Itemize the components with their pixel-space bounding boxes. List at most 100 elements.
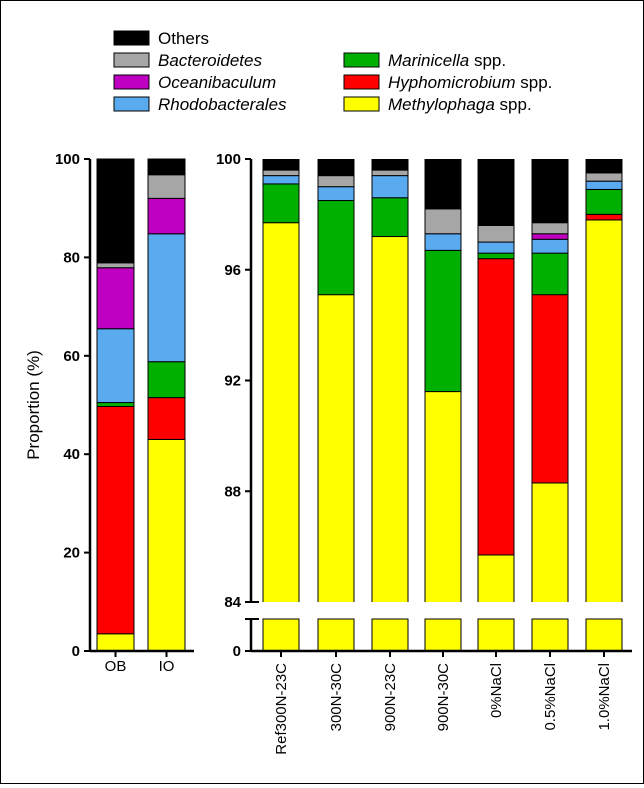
bar-segment-0-5-nacl-others: [531, 159, 569, 224]
legend-label-italic: Oceanibaculum: [158, 73, 276, 92]
bar-segment-1-0-nacl-rhodobacterales: [585, 180, 623, 190]
legend-label-suffix: spp.: [495, 95, 532, 114]
legend-swatch-oceanibaculum: [113, 74, 150, 90]
bar-segment-1-0-nacl-hyphomicrobium-spp: [585, 213, 623, 221]
bar-segment-lower-900n-23c-methylophaga-spp: [371, 618, 409, 652]
axis-break-gap: [241, 603, 636, 618]
bar-segment-ref300n-23c-rhodobacterales: [262, 175, 300, 185]
x-tick-label-0-nacl: 0%NaCl: [488, 663, 505, 718]
legend-label-italic: Marinicella: [388, 51, 469, 70]
bar-segment-1-0-nacl-others: [585, 159, 623, 174]
bar-segment-io-rhodobacterales: [147, 233, 186, 363]
y-axis-title: Proportion (%): [24, 350, 43, 460]
bar-segment-900n-30c-others: [424, 159, 462, 210]
bar-segment-900n-30c-rhodobacterales: [424, 233, 462, 251]
legend: Others Bacteroidetes Oceanibaculum Rhodobac…: [113, 29, 552, 114]
bar-segment-ob-hyphomicrobium-spp: [96, 405, 135, 635]
legend-label-suffix: spp.: [469, 51, 506, 70]
legend-swatch-rhodobacterales: [113, 96, 150, 112]
legend-label-bacteroidetes: Bacteroidetes: [158, 51, 262, 70]
bar-segment-0-nacl-others: [477, 159, 515, 226]
panel-right: 84 88 92 96 100 0 Ref300N-23C 300N-30C 900N-23C 9…: [216, 151, 636, 755]
bar-segment-io-hyphomicrobium-spp: [147, 397, 186, 440]
bar-segment-io-others: [147, 158, 186, 176]
bar-segment-io-methylophaga-spp: [147, 438, 186, 652]
legend-label-italic: Bacteroidetes: [158, 51, 262, 70]
bar-segment-300n-30c-others: [317, 159, 355, 177]
y-tick-label-88: 88: [224, 483, 241, 500]
bar-segment-io-marinicella-spp: [147, 361, 186, 399]
y-tick-label-60: 60: [63, 348, 80, 365]
bar-segment-900n-23c-marinicella-spp: [371, 197, 409, 238]
bar-segment-0-nacl-hyphomicrobium-spp: [477, 258, 515, 556]
legend-swatch-others: [113, 30, 150, 46]
legend-label-plain: Others: [158, 29, 209, 48]
bar-segment-300n-30c-bacteroidetes: [317, 175, 355, 188]
bar-segment-0-5-nacl-methylophaga-spp: [531, 482, 569, 602]
y-tick-label-0: 0: [72, 643, 80, 660]
bars-lower: [262, 618, 623, 652]
legend-label-suffix: spp.: [516, 73, 553, 92]
bar-segment-1-0-nacl-bacteroidetes: [585, 172, 623, 182]
legend-swatch-hyphomicrobium: [343, 74, 380, 90]
legend-label-hyphomicrobium: Hyphomicrobium spp.: [388, 73, 552, 92]
bars-upper: [262, 159, 623, 602]
y-tick-label-96: 96: [224, 262, 241, 279]
y-tick-label-40: 40: [63, 446, 80, 463]
x-tick-label-ref300n-23c: Ref300N-23C: [273, 663, 290, 755]
legend-label-others: Others: [158, 29, 209, 48]
bar-segment-0-nacl-marinicella-spp: [477, 252, 515, 260]
x-tick-label-ob: OB: [105, 658, 127, 675]
bar-segment-ref300n-23c-bacteroidetes: [262, 169, 300, 177]
bar-segment-900n-23c-others: [371, 159, 409, 171]
bar-segment-0-5-nacl-oceanibaculum: [531, 233, 569, 240]
x-tick-label-900n-23c: 900N-23C: [382, 663, 399, 732]
bar-segment-lower-0-5-nacl-methylophaga-spp: [531, 618, 569, 652]
bar-segment-lower-300n-30c-methylophaga-spp: [317, 618, 355, 652]
bar-segment-900n-23c-methylophaga-spp: [371, 236, 409, 602]
bar-segment-0-5-nacl-rhodobacterales: [531, 238, 569, 254]
bar-segment-lower-1-0-nacl-methylophaga-spp: [585, 618, 623, 652]
legend-label-rhodobacterales: Rhodobacterales: [158, 95, 287, 114]
bar-segment-ref300n-23c-methylophaga-spp: [262, 222, 300, 602]
bar-segment-0-5-nacl-marinicella-spp: [531, 252, 569, 296]
legend-label-italic: Rhodobacterales: [158, 95, 287, 114]
y-tick-label-100: 100: [216, 151, 241, 168]
bar-segment-1-0-nacl-marinicella-spp: [585, 188, 623, 215]
bar-segment-0-nacl-rhodobacterales: [477, 241, 515, 254]
bar-segment-0-nacl-methylophaga-spp: [477, 554, 515, 602]
legend-swatch-marinicella: [343, 52, 380, 68]
bar-segment-io-oceanibaculum: [147, 197, 186, 235]
x-tick-label-300n-30c: 300N-30C: [328, 663, 345, 732]
bar-segment-lower-900n-30c-methylophaga-spp: [424, 618, 462, 652]
y-tick-label-100: 100: [55, 151, 80, 168]
bar-segment-ob-others: [96, 158, 135, 264]
bar-segment-300n-30c-marinicella-spp: [317, 200, 355, 296]
bar-segment-1-0-nacl-methylophaga-spp: [585, 219, 623, 602]
x-tick-label-1-0-nacl: 1.0%NaCl: [596, 663, 613, 731]
y-tick-label-84: 84: [224, 594, 241, 611]
bar-segment-lower-0-nacl-methylophaga-spp: [477, 618, 515, 652]
legend-label-italic: Hyphomicrobium: [388, 73, 516, 92]
bar-segment-ob-oceanibaculum: [96, 267, 135, 330]
bar-segment-ob-methylophaga-spp: [96, 633, 135, 652]
bar-segment-900n-30c-bacteroidetes: [424, 208, 462, 235]
x-tick-label-io: IO: [159, 658, 175, 675]
bar-segment-900n-23c-rhodobacterales: [371, 175, 409, 199]
bar-segment-ob-bacteroidetes: [96, 262, 135, 269]
legend-swatch-methylophaga: [343, 96, 380, 112]
y-tick-label-92: 92: [224, 373, 241, 390]
bar-segment-lower-ref300n-23c-methylophaga-spp: [262, 618, 300, 652]
bar-segment-ref300n-23c-others: [262, 159, 300, 171]
bar-segment-ref300n-23c-marinicella-spp: [262, 183, 300, 224]
y-tick-label-0: 0: [233, 643, 241, 660]
bar-segment-ob-marinicella-spp: [96, 402, 135, 407]
bar-segment-300n-30c-rhodobacterales: [317, 186, 355, 202]
bar-segment-ob-rhodobacterales: [96, 328, 135, 404]
legend-label-marinicella: Marinicella spp.: [388, 51, 506, 70]
legend-label-methylophaga: Methylophaga spp.: [388, 95, 532, 114]
legend-label-italic: Methylophaga: [388, 95, 495, 114]
bar-segment-900n-30c-methylophaga-spp: [424, 391, 462, 602]
x-tick-label-0-5-nacl: 0.5%NaCl: [542, 663, 559, 731]
legend-label-oceanibaculum: Oceanibaculum: [158, 73, 276, 92]
